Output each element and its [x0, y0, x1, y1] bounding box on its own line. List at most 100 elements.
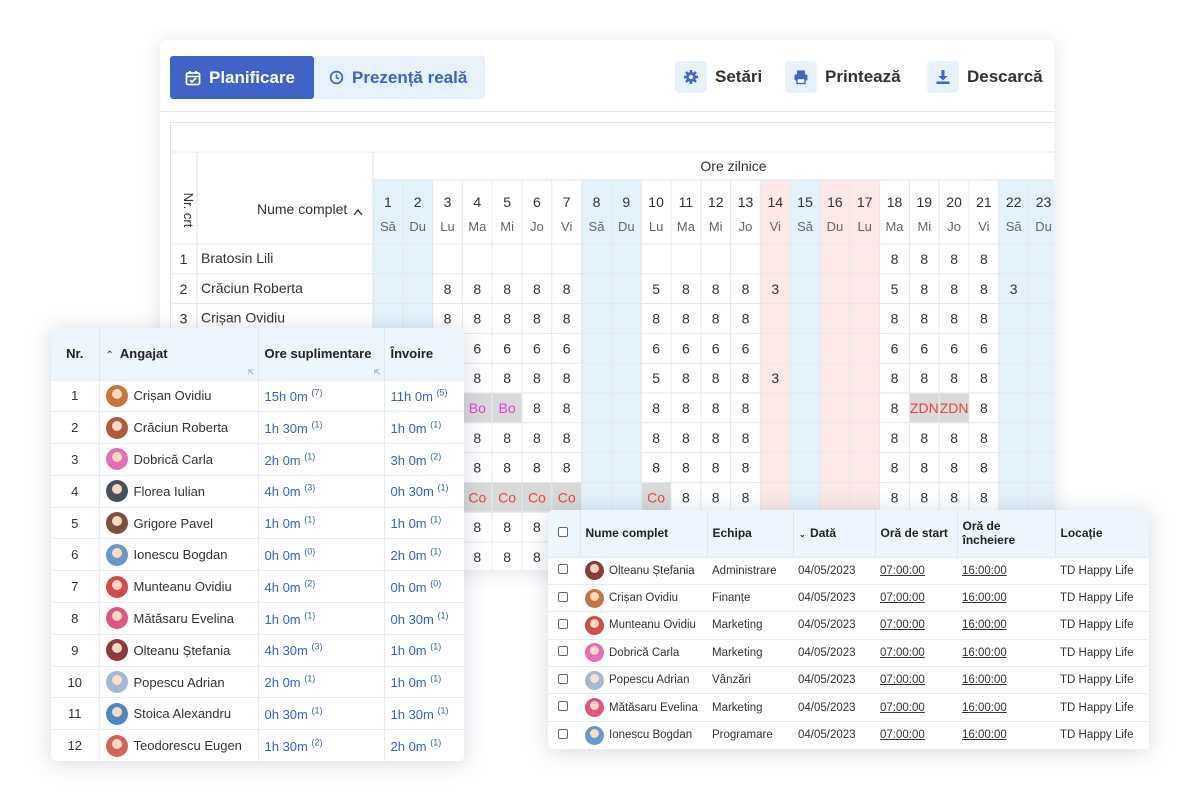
hours-cell[interactable]: ZDN: [940, 400, 969, 416]
hours-cell[interactable]: 8: [891, 370, 899, 386]
hours-cell[interactable]: 6: [503, 340, 511, 356]
hours-cell[interactable]: 8: [473, 430, 481, 446]
start-time-link[interactable]: 07:00:00: [875, 638, 957, 667]
col-echipa-header[interactable]: Echipa: [707, 510, 794, 557]
hours-cell[interactable]: 8: [742, 311, 750, 327]
col-invoire-header[interactable]: Învoire: [384, 328, 464, 380]
leave-cell[interactable]: 3h 0m (2): [384, 443, 464, 476]
start-time-link[interactable]: 07:00:00: [875, 611, 957, 640]
hours-cell[interactable]: 8: [652, 430, 660, 446]
hours-cell[interactable]: 8: [980, 489, 988, 505]
col-locatie-header[interactable]: Locație: [1055, 510, 1149, 557]
hours-cell[interactable]: 8: [980, 370, 988, 386]
start-time-link[interactable]: 07:00:00: [875, 720, 957, 749]
hours-cell[interactable]: 8: [503, 311, 511, 327]
end-time-link[interactable]: 16:00:00: [957, 611, 1055, 640]
hours-cell[interactable]: 8: [503, 281, 511, 297]
hours-cell[interactable]: 8: [473, 519, 481, 535]
row-checkbox[interactable]: [548, 693, 580, 722]
employee-cell[interactable]: Stoica Alexandru: [99, 697, 259, 730]
leave-cell[interactable]: 0h 30m (1): [384, 474, 464, 508]
start-time-link[interactable]: 07:00:00: [875, 583, 957, 612]
leave-cell[interactable]: 11h 0m (5): [384, 379, 464, 412]
hours-cell[interactable]: 8: [563, 460, 571, 476]
hours-cell[interactable]: 8: [533, 460, 541, 476]
hours-cell[interactable]: 8: [891, 430, 899, 446]
leave-cell[interactable]: 1h 0m (1): [384, 506, 464, 539]
hours-cell[interactable]: 8: [682, 460, 690, 476]
hours-cell[interactable]: 8: [891, 311, 899, 327]
hours-cell[interactable]: 8: [712, 460, 720, 476]
hours-cell[interactable]: 8: [503, 430, 511, 446]
hours-cell[interactable]: 6: [712, 340, 720, 356]
start-time-link[interactable]: 07:00:00: [875, 556, 957, 585]
table-row[interactable]: 11 Stoica Alexandru 0h 30m (1) 1h 30m (1): [51, 697, 464, 730]
hours-cell[interactable]: 8: [742, 489, 750, 505]
hours-cell[interactable]: 8: [950, 460, 958, 476]
overtime-cell[interactable]: 4h 30m (3): [258, 633, 385, 667]
hours-cell[interactable]: 8: [920, 489, 928, 505]
hours-cell[interactable]: 8: [950, 251, 958, 267]
leave-cell[interactable]: 0h 30m (1): [384, 602, 464, 635]
hours-cell[interactable]: 8: [473, 311, 481, 327]
hours-cell[interactable]: 8: [950, 430, 958, 446]
hours-cell[interactable]: 8: [652, 400, 660, 416]
hours-cell[interactable]: Bo: [469, 400, 486, 416]
col-ora-incheiere-header[interactable]: Oră de încheiere: [957, 510, 1056, 557]
end-time-link[interactable]: 16:00:00: [957, 556, 1055, 585]
hours-cell[interactable]: 8: [652, 311, 660, 327]
col-nr-header[interactable]: Nr.: [51, 328, 100, 380]
employee-cell[interactable]: Munteanu Ovidiu: [99, 570, 259, 603]
col-angajat-header[interactable]: ⌃ Angajat ⇱: [99, 328, 259, 380]
overtime-cell[interactable]: 1h 0m (1): [258, 602, 385, 635]
hours-cell[interactable]: 6: [473, 340, 481, 356]
chevron-up-icon[interactable]: [353, 208, 363, 216]
hours-cell[interactable]: Bo: [499, 400, 516, 416]
hours-cell[interactable]: 8: [473, 460, 481, 476]
hours-cell[interactable]: 8: [742, 430, 750, 446]
hours-cell[interactable]: 5: [652, 281, 660, 297]
hours-cell[interactable]: 8: [444, 311, 452, 327]
table-row[interactable]: 9 Olteanu Ștefania 4h 30m (3) 1h 0m (1): [51, 633, 464, 667]
hours-cell[interactable]: 3: [771, 370, 779, 386]
table-row[interactable]: Crișan Ovidiu Finanțe 04/05/2023 07:00:00 16…: [548, 583, 1149, 612]
hours-cell[interactable]: 8: [742, 400, 750, 416]
select-all-checkbox[interactable]: [548, 510, 581, 557]
hours-cell[interactable]: 8: [473, 370, 481, 386]
employee-cell[interactable]: Grigore Pavel: [99, 506, 259, 539]
hours-cell[interactable]: 8: [950, 311, 958, 327]
hours-cell[interactable]: 6: [742, 340, 750, 356]
print-button[interactable]: Printează: [785, 61, 901, 93]
table-row[interactable]: Munteanu Ovidiu Marketing 04/05/2023 07:00:…: [548, 611, 1149, 640]
employee-cell[interactable]: Popescu Adrian: [99, 665, 259, 698]
leave-cell[interactable]: 1h 30m (1): [384, 697, 464, 730]
hours-cell[interactable]: 8: [980, 430, 988, 446]
end-time-link[interactable]: 16:00:00: [957, 666, 1055, 694]
hours-cell[interactable]: 8: [891, 400, 899, 416]
hours-cell[interactable]: 6: [652, 340, 660, 356]
col-ora-start-header[interactable]: Oră de start: [875, 510, 958, 557]
table-row[interactable]: 7 Munteanu Ovidiu 4h 0m (2) 0h 0m (0): [51, 570, 464, 603]
employee-cell[interactable]: Crăciun Roberta: [99, 411, 259, 444]
leave-cell[interactable]: 1h 0m (1): [384, 411, 464, 444]
row-checkbox[interactable]: [548, 638, 580, 667]
table-row[interactable]: Popescu Adrian Vânzări 04/05/2023 07:00:00 1…: [548, 666, 1149, 694]
hours-cell[interactable]: 8: [563, 370, 571, 386]
table-row[interactable]: Mătăsaru Evelina Marketing 04/05/2023 07:00…: [548, 693, 1149, 722]
overtime-cell[interactable]: 2h 0m (1): [258, 665, 385, 698]
overtime-cell[interactable]: 4h 0m (3): [258, 474, 385, 508]
tab-prezenta-reala[interactable]: Prezență reală: [314, 56, 485, 99]
hours-cell[interactable]: 8: [682, 400, 690, 416]
hours-cell[interactable]: 8: [920, 370, 928, 386]
hours-cell[interactable]: 8: [533, 281, 541, 297]
hours-cell[interactable]: 8: [533, 430, 541, 446]
leave-cell[interactable]: 1h 0m (1): [384, 665, 464, 698]
settings-button[interactable]: Setări: [675, 61, 762, 93]
employee-cell[interactable]: Dobrică Carla: [99, 443, 259, 476]
hours-cell[interactable]: 8: [742, 460, 750, 476]
table-row[interactable]: 10 Popescu Adrian 2h 0m (1) 1h 0m (1): [51, 665, 464, 698]
hours-cell[interactable]: Co: [528, 489, 546, 505]
hours-cell[interactable]: 8: [891, 489, 899, 505]
table-row[interactable]: 8 Mătăsaru Evelina 1h 0m (1) 0h 30m (1): [51, 602, 464, 635]
hours-cell[interactable]: 8: [652, 460, 660, 476]
